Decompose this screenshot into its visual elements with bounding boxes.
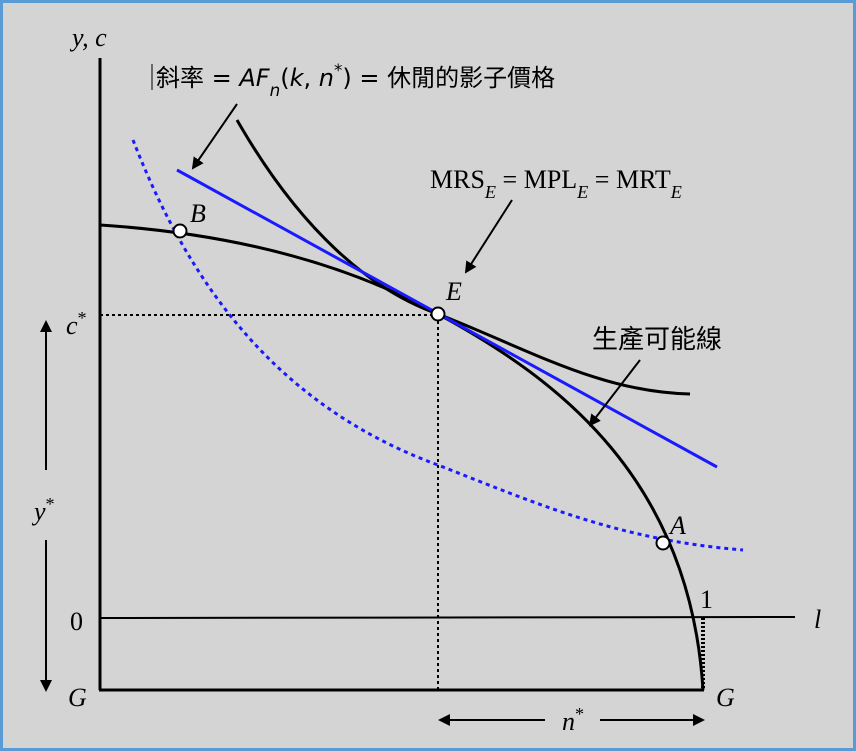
- mrs-annotation: MRSE = MPLE = MRTE: [430, 165, 682, 202]
- x-axis: [99, 616, 796, 619]
- text-segment: (: [280, 64, 289, 92]
- text-segment: 0: [70, 607, 83, 636]
- pointer-arrow: [464, 199, 513, 274]
- x-axis-label: l: [814, 605, 821, 634]
- text-segment: B: [190, 199, 206, 228]
- text-segment: *: [78, 308, 87, 328]
- point-e: [430, 306, 446, 322]
- text-segment: A: [668, 511, 686, 540]
- text-segment: n: [270, 80, 281, 100]
- text-segment: 生產可能線: [592, 325, 722, 355]
- tangent-line: [176, 168, 718, 469]
- text-segment: E: [484, 182, 496, 202]
- origin-label: 0: [70, 607, 83, 636]
- n-star-label: n*: [562, 704, 584, 736]
- text-segment: AF: [237, 64, 270, 92]
- text-segment: = MRT: [588, 165, 671, 194]
- point-b: [172, 223, 188, 239]
- text-segment: *: [575, 704, 584, 724]
- text-segment: k: [290, 64, 305, 92]
- point-b-label: B: [190, 199, 206, 228]
- y-star-label: y*: [31, 494, 55, 526]
- text-segment: G: [68, 683, 87, 712]
- g-right-label: G: [716, 683, 735, 712]
- text-segment: ) = 休閒的影子價格: [342, 64, 555, 92]
- text-segment: = MPL: [496, 165, 577, 194]
- text-segment: ,: [304, 64, 319, 92]
- c-star-label: c*: [66, 308, 87, 340]
- text-segment: E: [445, 277, 462, 306]
- y-axis-label: y, c: [69, 23, 107, 52]
- text-segment: l: [814, 605, 821, 634]
- point-a-label: A: [668, 511, 686, 540]
- point-a: [655, 535, 671, 551]
- text-segment: 斜率 =: [156, 64, 239, 92]
- text-segment: y, c: [69, 23, 107, 52]
- text-segment: n: [562, 707, 575, 736]
- text-segment: y: [31, 497, 46, 526]
- text-segment: n: [319, 64, 334, 92]
- g-left-label: G: [68, 683, 87, 712]
- point-e-label: E: [445, 277, 462, 306]
- pointer-arrow: [588, 359, 641, 427]
- text-segment: c: [66, 311, 78, 340]
- text-segment: *: [46, 494, 55, 514]
- text-segment: 1: [700, 585, 713, 614]
- slope-annotation: 斜率 = AFn(k, n*) = 休閒的影子價格: [156, 60, 555, 100]
- one-label: 1: [700, 585, 713, 614]
- text-segment: E: [670, 182, 682, 202]
- text-segment: G: [716, 683, 735, 712]
- ppf-annotation: 生產可能線: [592, 325, 722, 355]
- text-segment: *: [334, 60, 342, 80]
- text-segment: E: [576, 182, 588, 202]
- text-segment: MRS: [430, 165, 485, 194]
- indifference-curve-low: [131, 139, 744, 552]
- pointer-arrow: [191, 103, 238, 170]
